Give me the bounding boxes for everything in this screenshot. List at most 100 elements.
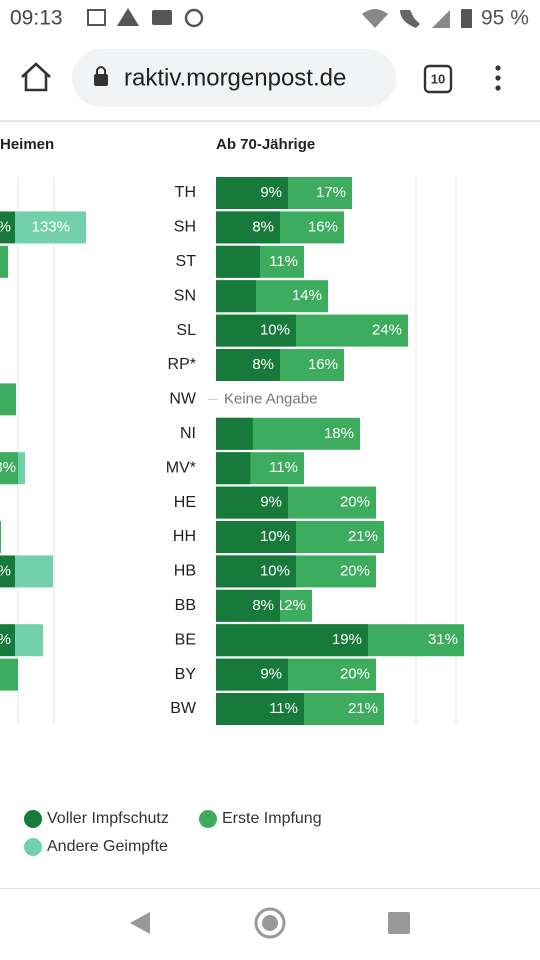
clipped-bar	[0, 658, 18, 691]
bar	[216, 521, 296, 553]
clipped-bar	[0, 452, 18, 485]
nav-bar	[0, 888, 540, 939]
bar	[216, 693, 304, 725]
clipped-label: 133%	[32, 218, 70, 235]
value-label: 9%	[260, 494, 282, 511]
alert-icon	[117, 8, 139, 26]
category-label: ST	[176, 253, 197, 270]
bar	[216, 624, 368, 657]
value-label: 9%	[260, 184, 282, 201]
left-chart: % 133% 3%%%	[0, 177, 86, 725]
category-label: BB	[175, 597, 196, 614]
category-label: HB	[174, 563, 196, 580]
value-label: 14%	[292, 287, 322, 304]
bar	[216, 555, 296, 588]
legend-swatch	[199, 810, 217, 828]
menu-dot[interactable]	[495, 85, 501, 91]
tab-count: 10	[431, 71, 445, 86]
value-label: 12%	[276, 597, 306, 614]
home-button[interactable]	[21, 62, 51, 92]
clipped-bar	[15, 211, 86, 244]
category-label: SL	[176, 322, 196, 339]
clipped-bar	[0, 383, 16, 416]
value-label: 11%	[269, 459, 298, 476]
category-label: NW	[169, 391, 197, 408]
clock: 09:13	[10, 7, 63, 30]
url-text[interactable]: raktiv.morgenpost.de	[124, 64, 346, 91]
clipped-bar	[0, 245, 8, 278]
bar	[216, 658, 288, 691]
home-nav-button[interactable]	[254, 907, 286, 939]
clipped-label: 3%	[0, 459, 16, 476]
url-bar[interactable]	[72, 49, 396, 107]
back-button[interactable]	[130, 912, 150, 934]
recents-button[interactable]	[388, 912, 410, 934]
chart-title: Ab 70-Jährige	[216, 136, 315, 153]
value-label: 24%	[372, 322, 402, 339]
bar	[216, 280, 256, 313]
value-label: 16%	[308, 218, 338, 235]
browser-toolbar: raktiv.morgenpost.de 10	[0, 49, 540, 122]
value-label: 20%	[340, 562, 370, 579]
value-label: 8%	[252, 597, 274, 614]
legend-swatch	[24, 838, 42, 856]
bar	[216, 417, 253, 450]
home-nav-dot	[262, 915, 278, 931]
category-label: NI	[180, 425, 196, 442]
signal-icon	[432, 10, 450, 28]
na-label: Keine Angabe	[224, 390, 317, 407]
app-icon	[152, 10, 172, 25]
value-label: 16%	[308, 356, 338, 373]
clipped-bar	[0, 521, 1, 553]
clipped-bar	[0, 211, 15, 244]
category-label: SH	[174, 219, 196, 236]
value-label: 21%	[348, 528, 378, 545]
wifi-icon	[362, 9, 388, 28]
value-label: 10%	[260, 528, 290, 545]
value-label: 8%	[252, 356, 274, 373]
category-label: BW	[170, 700, 197, 717]
bar	[216, 245, 260, 278]
category-label: BE	[175, 631, 196, 648]
menu-dot[interactable]	[495, 75, 501, 81]
menu-dot[interactable]	[495, 65, 501, 71]
value-label: 20%	[340, 666, 370, 683]
value-label: 10%	[260, 562, 290, 579]
bar	[216, 589, 280, 622]
lock-shackle	[96, 66, 106, 75]
battery-icon	[461, 9, 472, 28]
tabs-button[interactable]	[423, 64, 453, 94]
left-chart-title: Heimen	[0, 136, 54, 153]
value-label: 10%	[260, 322, 290, 339]
clipped-bar	[0, 555, 15, 588]
bar	[216, 211, 280, 244]
battery-level: 95 %	[481, 7, 529, 30]
value-label: 18%	[324, 425, 354, 442]
value-label: 31%	[428, 631, 458, 648]
call-icon	[400, 10, 420, 28]
legend-label: Voller Impfschutz	[47, 810, 169, 827]
bar	[216, 314, 296, 347]
category-label: RP*	[168, 356, 196, 373]
lock-icon	[94, 74, 108, 86]
value-label: 9%	[260, 666, 282, 683]
value-label: 20%	[340, 494, 370, 511]
value-label: 11%	[269, 253, 298, 270]
plot: TH SH ST SN SL RP* NW Keine Angabe NI MV* HE HH HB BB…	[166, 177, 464, 726]
legend-label: Andere Geimpfte	[47, 838, 168, 855]
bar	[216, 349, 280, 381]
category-label: HH	[173, 528, 196, 545]
calendar-icon	[87, 9, 106, 26]
legend-label: Erste Impfung	[222, 810, 322, 827]
value-label: 8%	[252, 218, 274, 235]
category-label: TH	[175, 184, 196, 201]
nav-divider	[0, 888, 540, 889]
category-label: SN	[174, 287, 196, 304]
toolbar-shadow	[0, 120, 540, 122]
clipped-label: %	[0, 631, 11, 648]
clipped-bar	[0, 624, 15, 657]
bar	[216, 452, 251, 485]
value-label: 11%	[269, 700, 298, 717]
